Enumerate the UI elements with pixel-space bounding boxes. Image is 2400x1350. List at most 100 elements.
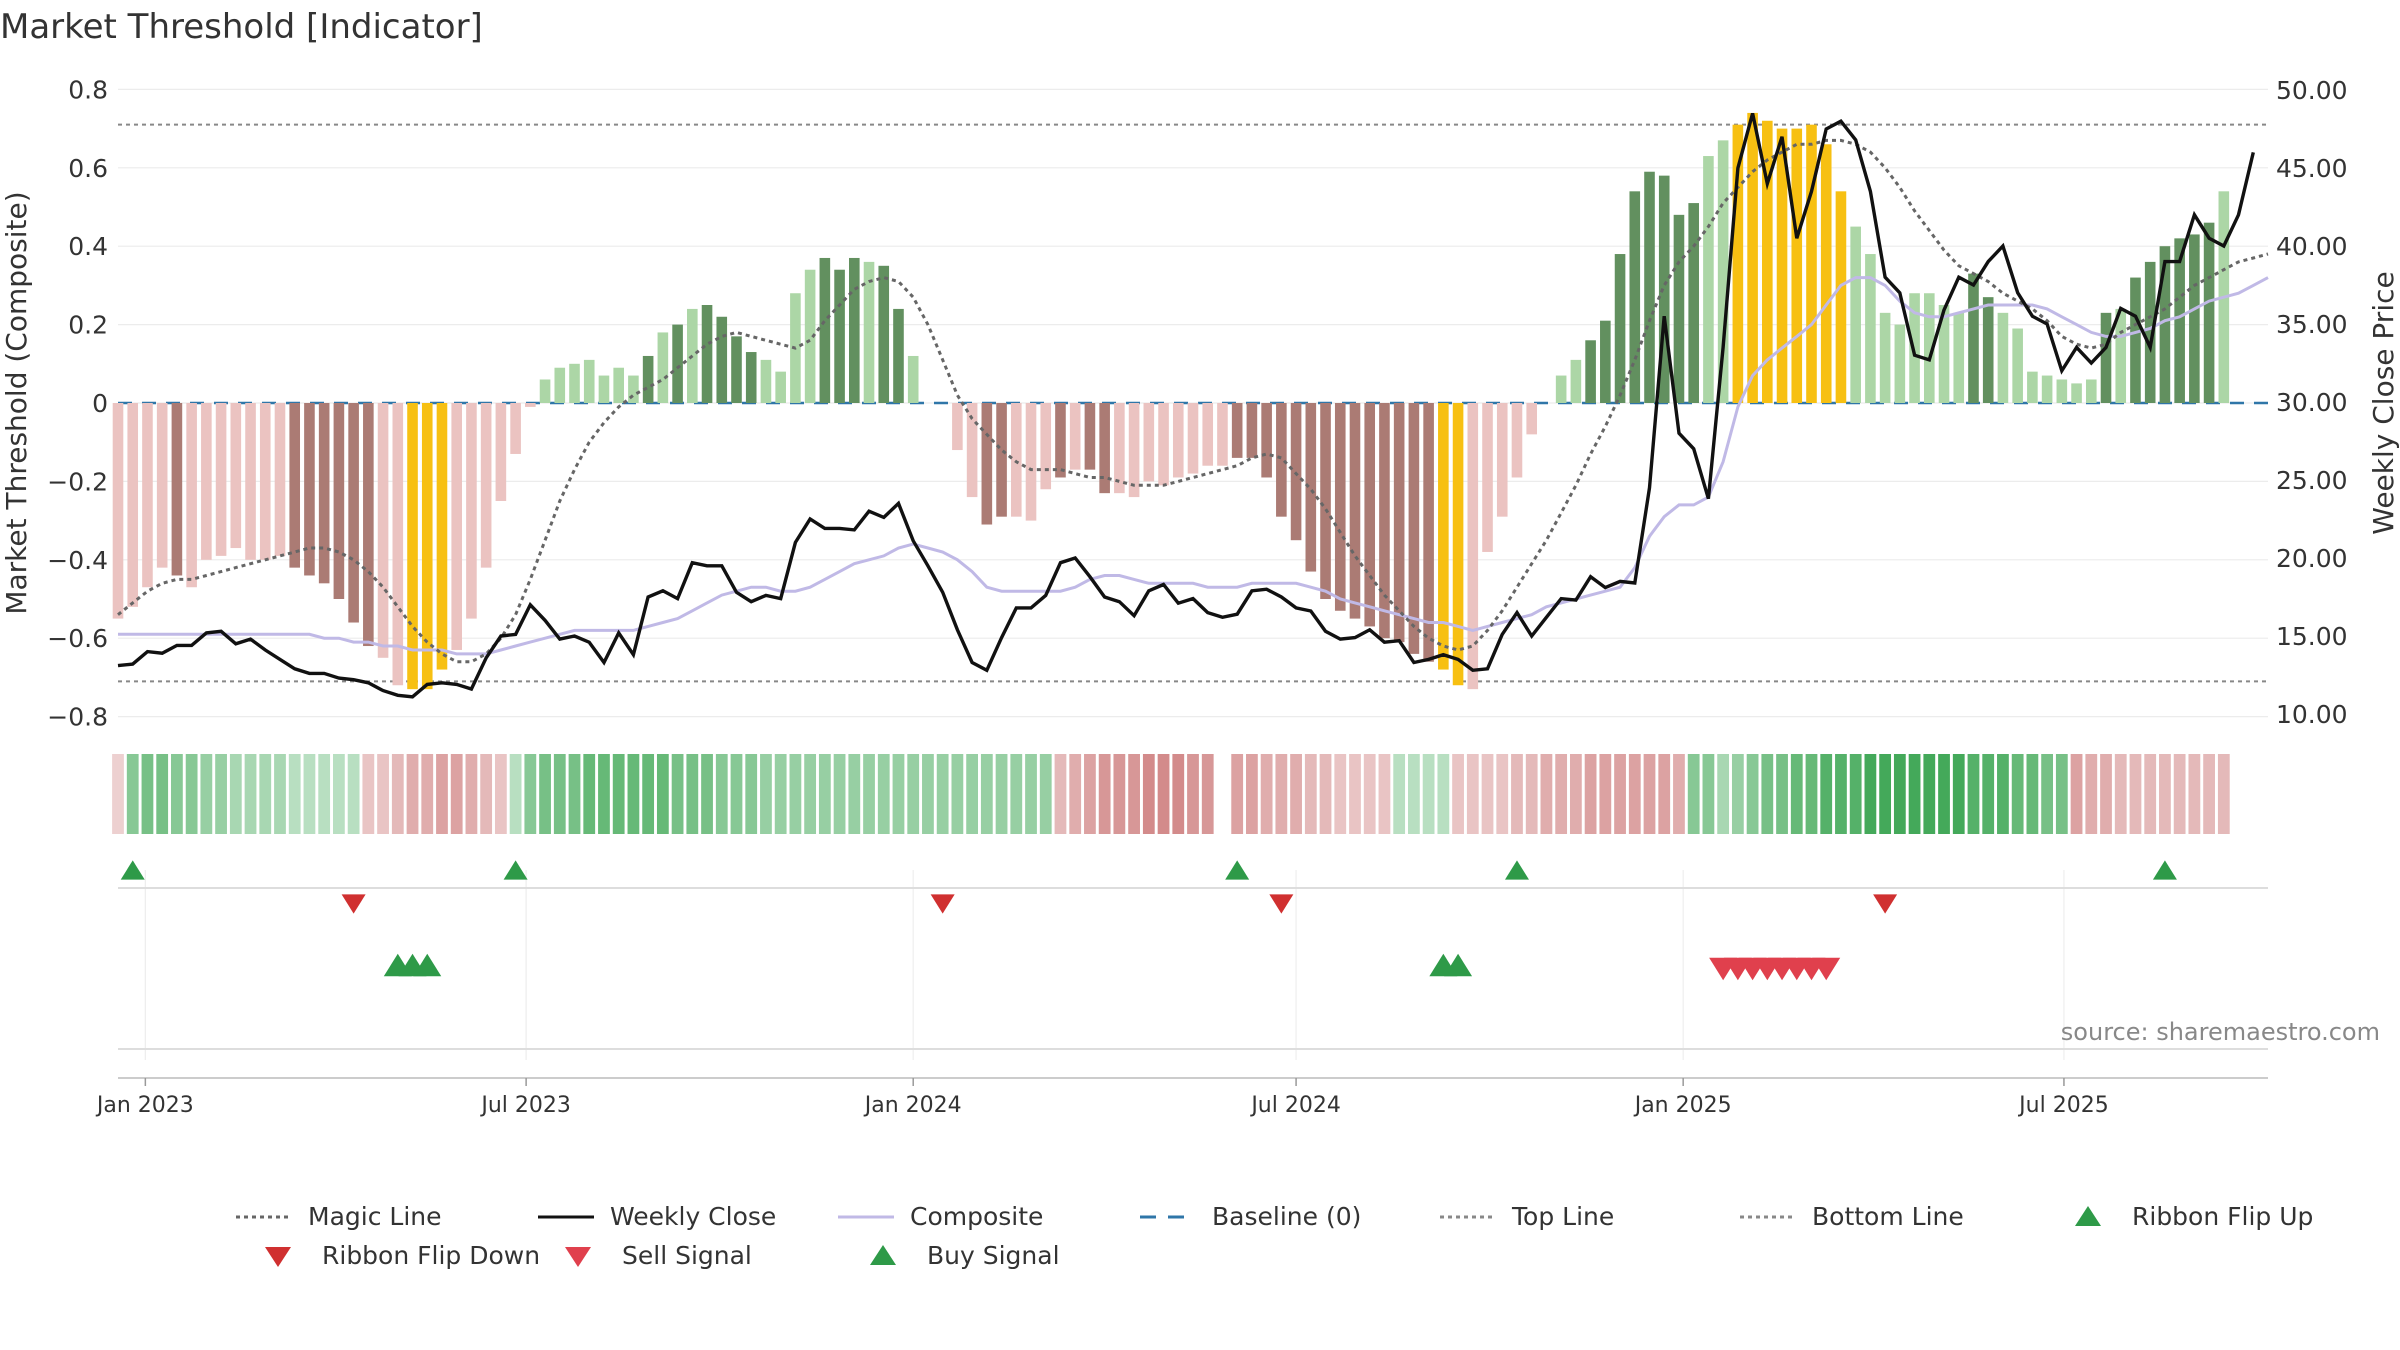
series-lines <box>117 112 2269 699</box>
ribbon-cell <box>1319 754 1332 834</box>
composite-bar <box>1467 403 1479 690</box>
composite-bar <box>1717 140 1729 404</box>
ribbon-cell <box>2217 754 2230 834</box>
ribbon-cell <box>1673 754 1685 834</box>
ribbon-cell <box>1084 754 1096 834</box>
ribbon-cell <box>2144 754 2157 834</box>
ribbon-cell <box>612 754 625 834</box>
ribbon-strip <box>112 754 2230 834</box>
ribbon-cell <box>1010 754 1023 834</box>
composite-bar <box>1084 403 1096 470</box>
ribbon-cell <box>892 754 905 834</box>
composite-bar <box>745 352 757 403</box>
ribbon-cell <box>436 754 448 834</box>
ribbon-cell <box>2129 754 2142 834</box>
composite-bar <box>2203 222 2215 403</box>
ribbon-cell <box>1393 754 1406 834</box>
ribbon-cell <box>1746 754 1759 834</box>
ribbon-cell <box>1908 754 1921 834</box>
composite-bar <box>1953 312 1965 403</box>
composite-bar <box>1732 124 1744 404</box>
composite-bar <box>1938 305 1950 403</box>
ribbon-cell <box>686 754 699 834</box>
ribbon-cell <box>1408 754 1420 834</box>
y2-tick-label: 40.00 <box>2276 232 2348 261</box>
signal-marker-panels <box>118 860 2268 1060</box>
composite-bar <box>318 403 330 584</box>
magic-line <box>117 138 2269 664</box>
composite-bar <box>1187 403 1199 474</box>
composite-bar <box>421 403 433 690</box>
source-credit: source: sharemaestro.com <box>2061 1018 2380 1046</box>
composite-bar <box>156 403 168 568</box>
composite-bar <box>628 375 639 403</box>
ribbon-cell <box>1525 754 1538 834</box>
composite-bar <box>230 403 242 549</box>
ribbon-cell <box>1761 754 1774 834</box>
ribbon-cell <box>1069 754 1082 834</box>
ribbon-flip-up-marker <box>503 860 528 880</box>
composite-bar <box>1747 112 1758 404</box>
ribbon-cell <box>1039 754 1052 834</box>
composite-bar <box>1393 403 1405 643</box>
composite-bar <box>1600 320 1611 403</box>
ribbon-cell <box>818 754 831 834</box>
composite-bar <box>510 403 521 454</box>
composite-bar <box>1982 297 1994 403</box>
ribbon-cell <box>2173 754 2186 834</box>
composite-bar <box>1128 403 1140 498</box>
composite-bar <box>289 403 301 568</box>
composite-bar <box>760 359 772 403</box>
ribbon-cell <box>2055 754 2068 834</box>
composite-bar <box>1629 191 1641 403</box>
ribbon-cell <box>2070 754 2083 834</box>
composite-bar <box>142 403 153 588</box>
composite-bar <box>1408 403 1420 654</box>
composite-bar <box>1349 403 1361 619</box>
ribbon-cell <box>1997 754 2009 834</box>
ribbon-cell <box>583 754 596 834</box>
ribbon-cell <box>303 754 316 834</box>
ribbon-cell <box>1967 754 1980 834</box>
composite-line <box>118 276 2269 656</box>
composite-bar <box>1482 403 1493 552</box>
ribbon-cell <box>2085 754 2098 834</box>
y2-tick-label: 45.00 <box>2276 154 2348 183</box>
composite-bar <box>1143 403 1155 482</box>
ribbon-cell <box>789 754 802 834</box>
ribbon-cell <box>2159 754 2171 834</box>
composite-bar <box>1010 403 1022 517</box>
composite-bar <box>775 371 786 403</box>
composite-bar <box>1658 175 1670 403</box>
ribbon-cell <box>406 754 419 834</box>
legend-label: Buy Signal <box>927 1241 1060 1270</box>
x-tick-label: Jan 2024 <box>863 1093 962 1118</box>
x-tick-label: Jan 2025 <box>1633 1093 1732 1118</box>
composite-bar <box>834 269 845 403</box>
composite-bar <box>525 403 536 407</box>
composite-bar <box>2159 246 2171 403</box>
ribbon-cell <box>1054 754 1067 834</box>
composite-bar <box>1570 359 1582 403</box>
ribbon-cell <box>465 754 478 834</box>
ribbon-cell <box>141 754 154 834</box>
ribbon-cell <box>1923 754 1936 834</box>
composite-bar <box>1511 403 1523 478</box>
ribbon-cell <box>2100 754 2112 834</box>
composite-bar <box>701 305 713 403</box>
ribbon-cell <box>229 754 242 834</box>
y-tick-label: −0.2 <box>47 467 108 496</box>
ribbon-flip-up-marker <box>2152 860 2177 880</box>
composite-bar <box>1055 403 1066 478</box>
composite-bar <box>642 355 654 403</box>
y2-tick-label: 50.00 <box>2276 76 2348 105</box>
ribbon-cell <box>421 754 434 834</box>
composite-bar <box>480 403 492 568</box>
x-tick-label: Jul 2025 <box>2017 1093 2109 1118</box>
composite-bar <box>1158 403 1169 486</box>
ribbon-cell <box>1481 754 1494 834</box>
ribbon-cell <box>1363 754 1376 834</box>
ribbon-cell <box>347 754 360 834</box>
composite-bar <box>304 403 315 576</box>
composite-bar <box>1261 403 1272 478</box>
